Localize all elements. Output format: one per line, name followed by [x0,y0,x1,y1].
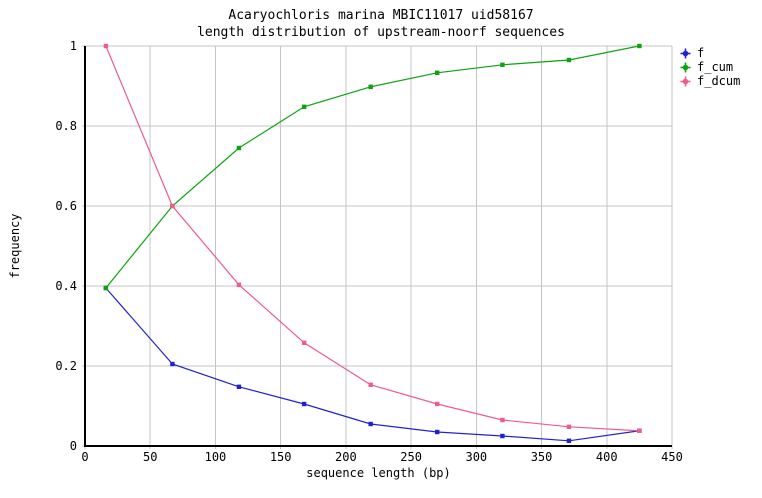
series-point-f_cum [566,57,572,63]
x-tick-label: 0 [81,450,88,464]
y-tick-label: 0.6 [55,199,77,213]
series-point-f [500,433,505,439]
series-point-f_cum [500,62,505,67]
x-tick-label: 200 [335,450,357,464]
series-point-f [566,438,572,443]
series-point-f_dcum [301,340,307,345]
y-tick-label: 0 [70,439,77,453]
legend-label: f_dcum [697,74,741,88]
series-point-f_cum [435,70,440,75]
legend-label: f [697,46,705,60]
x-tick-label: 100 [205,450,227,464]
chart-subtitle: length distribution of upstream-noorf se… [197,25,565,40]
series-point-f [236,384,242,389]
series-point-f_dcum [566,424,572,429]
x-tick-label: 300 [465,450,487,464]
y-tick-label: 1 [70,39,77,53]
legend-item-f: f [679,46,740,60]
series-marker-icon [680,48,691,58]
series-point-f_dcum [435,401,440,407]
series-point-f_dcum [637,428,642,433]
legend-item-f-dcum: f_dcum [679,74,740,88]
chart-title: Acaryochloris marina MBIC11017 uid58167 [228,8,534,23]
series-point-f [170,361,175,367]
series-point-f_dcum [236,282,242,287]
y-tick-label: 0.2 [55,359,77,373]
x-tick-label: 400 [596,450,618,464]
x-tick-label: 150 [270,450,292,464]
series-point-f_dcum [500,417,505,423]
series-point-f_cum [236,145,242,151]
x-tick-label: 350 [531,450,553,464]
series-line-f_dcum [105,45,640,432]
series-point-f [368,421,373,427]
x-axis-label: sequence length (bp) [306,466,451,480]
y-tick-label: 0.4 [55,279,77,293]
series-point-f_dcum [103,43,109,49]
x-tick-label: 250 [400,450,422,464]
series-point-f_cum [103,285,109,291]
legend-label: f_cum [697,60,734,74]
legend: f f_cum f_dcum [679,46,740,88]
series-point-f_dcum [368,382,373,387]
series-marker-icon [680,76,691,86]
x-tick-label: 50 [143,450,157,464]
y-axis-label: frequency [8,213,22,279]
series-point-f_cum [637,43,642,49]
series-point-f_dcum [170,203,175,209]
y-tick-label: 0.8 [55,119,77,133]
series-marker-icon [680,62,691,72]
series-line-f_cum [105,45,640,289]
series-point-f_cum [368,84,373,89]
series-point-f [301,401,307,407]
series-line-f [105,287,640,442]
series-point-f_cum [301,104,307,109]
legend-item-f-cum: f_cum [679,60,740,74]
series-point-f [435,429,440,435]
x-tick-label: 450 [661,450,683,464]
